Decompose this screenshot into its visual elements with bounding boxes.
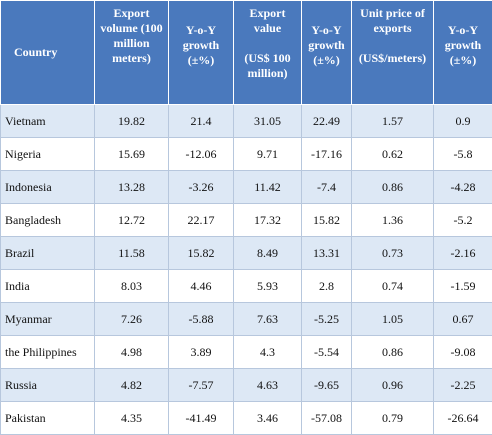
- volume-growth-cell: 3.89: [169, 336, 234, 369]
- export-volume-cell: 15.69: [95, 138, 169, 171]
- export-value-cell: 7.63: [234, 303, 302, 336]
- price-growth-cell: -1.59: [434, 270, 492, 303]
- value-growth-cell: 13.31: [302, 237, 352, 270]
- col-header-export-volume: Export volume (100 million meters): [95, 1, 169, 105]
- export-volume-cell: 4.82: [95, 369, 169, 402]
- price-growth-cell: -2.25: [434, 369, 492, 402]
- export-volume-cell: 4.98: [95, 336, 169, 369]
- unit-price-cell: 0.74: [352, 270, 434, 303]
- value-growth-cell: 2.8: [302, 270, 352, 303]
- value-growth-cell: 15.82: [302, 204, 352, 237]
- export-value-cell: 17.32: [234, 204, 302, 237]
- export-value-cell: 3.46: [234, 402, 302, 435]
- volume-growth-cell: 4.46: [169, 270, 234, 303]
- value-growth-cell: -17.16: [302, 138, 352, 171]
- header-row: Country Export volume (100 million meter…: [1, 1, 492, 105]
- price-growth-cell: -5.8: [434, 138, 492, 171]
- price-growth-cell: -4.28: [434, 171, 492, 204]
- country-cell: Brazil: [1, 237, 95, 270]
- country-cell: Indonesia: [1, 171, 95, 204]
- col-header-price-growth: Y-o-Y growth (±%): [434, 1, 492, 105]
- value-growth-cell: -7.4: [302, 171, 352, 204]
- unit-price-cell: 0.86: [352, 171, 434, 204]
- value-growth-cell: -5.54: [302, 336, 352, 369]
- price-growth-cell: -5.2: [434, 204, 492, 237]
- export-volume-cell: 11.58: [95, 237, 169, 270]
- price-growth-cell: -26.64: [434, 402, 492, 435]
- volume-growth-cell: -5.88: [169, 303, 234, 336]
- country-cell: Vietnam: [1, 105, 95, 138]
- export-value-cell: 31.05: [234, 105, 302, 138]
- export-volume-cell: 4.35: [95, 402, 169, 435]
- price-growth-cell: 0.9: [434, 105, 492, 138]
- unit-price-cell: 0.96: [352, 369, 434, 402]
- export-value-cell: 4.63: [234, 369, 302, 402]
- export-volume-cell: 7.26: [95, 303, 169, 336]
- export-volume-cell: 8.03: [95, 270, 169, 303]
- price-growth-cell: -2.16: [434, 237, 492, 270]
- export-value-cell: 9.71: [234, 138, 302, 171]
- col-header-unit-price: Unit price of exports (US$/meters): [352, 1, 434, 105]
- export-volume-cell: 19.82: [95, 105, 169, 138]
- country-cell: India: [1, 270, 95, 303]
- export-volume-cell: 13.28: [95, 171, 169, 204]
- price-growth-cell: 0.67: [434, 303, 492, 336]
- export-value-cell: 4.3: [234, 336, 302, 369]
- value-growth-cell: 22.49: [302, 105, 352, 138]
- unit-price-cell: 0.73: [352, 237, 434, 270]
- export-volume-cell: 12.72: [95, 204, 169, 237]
- volume-growth-cell: -12.06: [169, 138, 234, 171]
- country-cell: Nigeria: [1, 138, 95, 171]
- export-value-cell: 5.93: [234, 270, 302, 303]
- value-growth-cell: -57.08: [302, 402, 352, 435]
- volume-growth-cell: 15.82: [169, 237, 234, 270]
- country-cell: Bangladesh: [1, 204, 95, 237]
- unit-price-cell: 1.05: [352, 303, 434, 336]
- volume-growth-cell: -41.49: [169, 402, 234, 435]
- unit-price-cell: 1.36: [352, 204, 434, 237]
- unit-price-cell: 0.86: [352, 336, 434, 369]
- country-cell: the Philippines: [1, 336, 95, 369]
- col-header-volume-growth: Y-o-Y growth (±%): [169, 1, 234, 105]
- country-cell: Russia: [1, 369, 95, 402]
- volume-growth-cell: 21.4: [169, 105, 234, 138]
- col-header-country: Country: [1, 1, 95, 105]
- price-growth-cell: -9.08: [434, 336, 492, 369]
- col-header-export-value: Export value (US$ 100 million): [234, 1, 302, 105]
- country-cell: Myanmar: [1, 303, 95, 336]
- volume-growth-cell: 22.17: [169, 204, 234, 237]
- unit-price-cell: 0.62: [352, 138, 434, 171]
- export-value-cell: 11.42: [234, 171, 302, 204]
- country-cell: Pakistan: [1, 402, 95, 435]
- unit-price-cell: 0.79: [352, 402, 434, 435]
- volume-growth-cell: -3.26: [169, 171, 234, 204]
- col-header-value-growth: Y-o-Y growth (±%): [302, 1, 352, 105]
- unit-price-cell: 1.57: [352, 105, 434, 138]
- value-growth-cell: -5.25: [302, 303, 352, 336]
- export-value-cell: 8.49: [234, 237, 302, 270]
- volume-growth-cell: -7.57: [169, 369, 234, 402]
- value-growth-cell: -9.65: [302, 369, 352, 402]
